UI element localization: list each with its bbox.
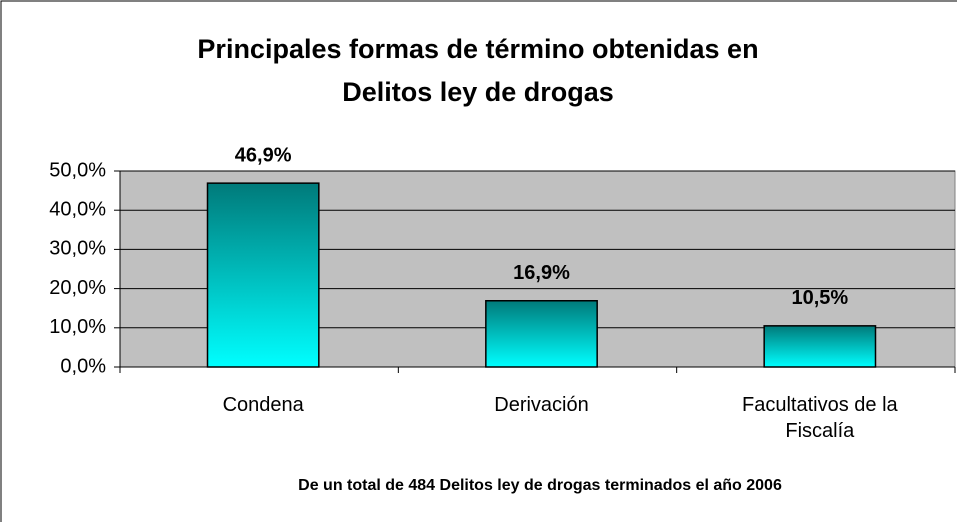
data-label: 16,9% (513, 262, 570, 284)
y-tick-label: 30,0% (49, 238, 106, 260)
chart-title: Delitos ley de drogas (342, 77, 614, 107)
y-tick-label: 10,0% (49, 316, 106, 338)
y-tick-label: 0,0% (60, 355, 106, 377)
x-tick-label: Derivación (494, 394, 589, 416)
bar (485, 300, 598, 368)
chart-title: Principales formas de término obtenidas … (197, 34, 758, 64)
y-tick-label: 40,0% (49, 198, 106, 220)
bar (763, 325, 877, 368)
x-tick-label: Facultativos de la Fiscalía (742, 394, 898, 442)
bar (206, 182, 320, 368)
y-tick-label: 20,0% (49, 277, 106, 299)
data-label: 46,9% (235, 144, 292, 166)
data-label: 10,5% (791, 287, 848, 309)
y-tick-label: 50,0% (49, 159, 106, 181)
footnote: De un total de 484 Delitos ley de drogas… (298, 477, 782, 494)
x-tick-label: Condena (222, 394, 304, 416)
